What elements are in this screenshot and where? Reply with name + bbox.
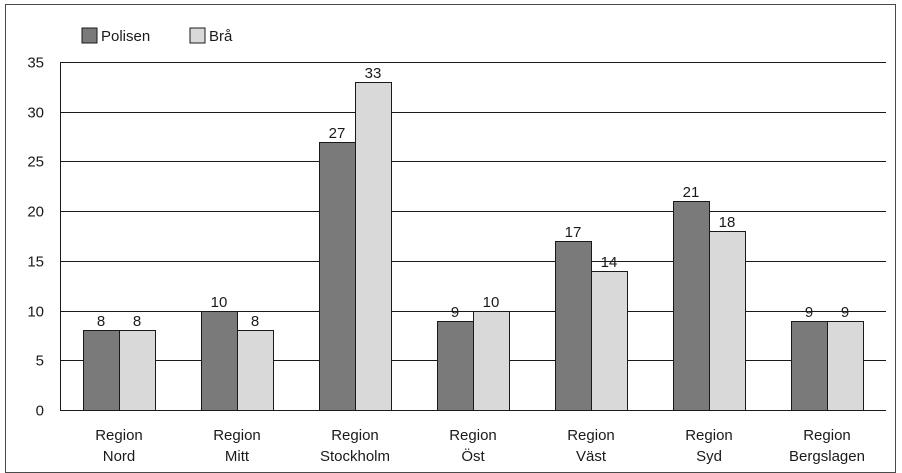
data-label: 21	[683, 184, 700, 201]
data-label: 8	[251, 313, 259, 330]
y-tick-label: 25	[27, 154, 44, 171]
legend-swatch-bra	[189, 27, 206, 44]
data-label: 8	[133, 313, 141, 330]
data-label: 27	[329, 125, 346, 142]
y-tick-label: 15	[27, 254, 44, 271]
data-label: 14	[601, 254, 618, 271]
x-category-label: Region Nord	[95, 427, 143, 465]
y-tick-label: 0	[36, 403, 44, 420]
bar-bra	[709, 231, 746, 411]
x-category-label: Region Bergslagen	[789, 427, 865, 465]
legend-label-bra: Brå	[209, 28, 233, 45]
y-tick-label: 10	[27, 304, 44, 321]
data-label: 17	[565, 224, 582, 241]
bar-bra	[237, 330, 274, 411]
gridlines	[60, 62, 886, 361]
x-category-label: Region Väst	[567, 427, 615, 465]
legend-label-polisen: Polisen	[101, 28, 150, 45]
data-label: 9	[841, 304, 849, 321]
data-label: 9	[451, 304, 459, 321]
y-tick-label: 5	[36, 353, 44, 370]
bar-bra	[355, 82, 392, 411]
bar-polisen	[83, 330, 120, 411]
data-label: 10	[483, 294, 500, 311]
y-tick-label: 20	[27, 204, 44, 221]
data-label: 9	[805, 304, 813, 321]
bar-bra	[119, 330, 156, 411]
bar-polisen	[673, 201, 710, 411]
bars	[83, 82, 864, 411]
bar-polisen	[319, 142, 356, 411]
bar-bra	[827, 321, 864, 411]
axes: 0 5 10 15 20 25 30 35 Region Nord Region Mitt Region…	[27, 55, 886, 465]
x-category-label: Region Stockholm	[320, 427, 390, 465]
data-label: 18	[719, 214, 736, 231]
bar-polisen	[791, 321, 828, 411]
data-label: 8	[97, 313, 105, 330]
y-tick-label: 35	[27, 55, 44, 72]
data-label: 10	[211, 294, 228, 311]
legend-swatch-polisen	[81, 27, 98, 44]
data-label: 33	[365, 65, 382, 82]
x-category-label: Region Mitt	[213, 427, 261, 465]
x-category-label: Region Öst	[449, 427, 497, 465]
bar-polisen	[437, 321, 474, 411]
bar-bra	[591, 271, 628, 411]
bar-polisen	[201, 311, 238, 411]
bar-bra	[473, 311, 510, 411]
y-tick-label: 30	[27, 105, 44, 122]
bar-polisen	[555, 241, 592, 411]
data-labels: 8 8 10 8 27 33 9 10 17 14 21 18 9 9	[97, 65, 849, 330]
legend: Polisen Brå	[81, 27, 233, 45]
x-category-label: Region Syd	[685, 427, 733, 465]
